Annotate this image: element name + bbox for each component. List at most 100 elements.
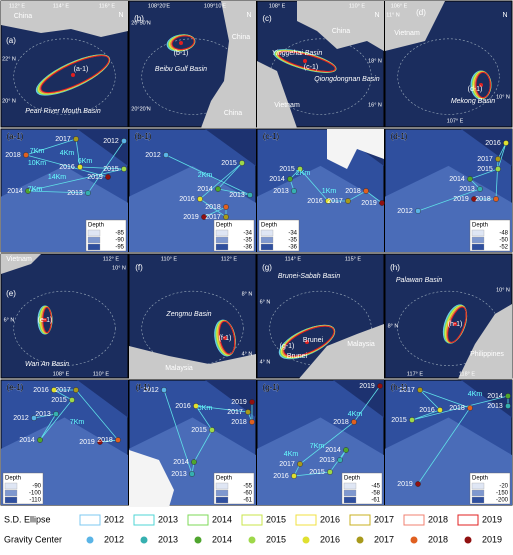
gravity-center [363,188,369,194]
center-marker [479,83,483,87]
depth-swatch [471,236,485,244]
land [1,1,128,37]
gravity-center [223,214,229,220]
depth-title: Depth [344,476,360,482]
year-label: 2016 [175,403,191,410]
ellipse-swatch [403,514,425,526]
map-label: 4° N [260,359,271,365]
panel: Brunei-Sabah Basin 114° E 115° E 6° N (g-1) B… [256,253,385,381]
map-label: Palawan Basin [396,277,442,284]
map-label: 20°50'N [131,20,150,26]
year-label: 2017 [205,214,221,221]
land [327,129,384,169]
map-label: 6° N [4,317,15,323]
map-label: China [224,110,242,117]
sd-ellipse [171,35,195,50]
depth-swatch [215,482,229,490]
depth-value: -58 [371,491,380,497]
panel-label: (g-1) [263,383,280,392]
legend-title: S.D. Ellipse [4,514,51,524]
map-label: Wan An Basin [25,361,69,368]
year-label: 2018 [345,188,361,195]
panel-label: (a-1) [7,132,24,141]
legend-year: 2013 [158,534,178,544]
year-label: 2019 [231,399,247,406]
year-label: 2019 [79,439,95,446]
center-marker [71,73,75,77]
gravity-center [351,419,357,425]
depth-title: Depth [472,223,488,229]
gravity-center [379,200,385,206]
map-label: 114° E [53,3,69,9]
map-label: Philippines [470,351,504,358]
ellipse-swatch [295,514,317,526]
depth-swatch [4,489,18,497]
depth-value: -90 [32,484,41,490]
ellipse-swatch [457,514,479,526]
depth-value: -110 [29,498,41,504]
panel-label: (f-1) [136,383,151,392]
map-label: Vietnam [6,256,32,263]
gravity-center [467,176,473,182]
gravity-center [31,415,37,421]
contour [269,38,372,115]
depth-value: -50 [499,238,508,244]
gravity-center [97,439,103,445]
year-label: 2017 [327,198,343,205]
gravity-center [337,457,343,463]
gravity-center [25,188,31,194]
panel-label: (c) [262,14,272,23]
gravity-center [495,166,501,172]
gravity-center [249,419,255,425]
gravity-center [467,405,473,411]
year-label: 2015 [279,166,295,173]
gravity-center [191,459,197,465]
distance-label: 1Km [322,188,337,195]
panel-background [0,253,129,379]
panel-label: (e) [6,289,16,298]
year-label: 2013 [229,192,245,199]
gravity-center [209,427,215,433]
gravity-center [51,387,57,393]
distance-label: 4Km [468,391,483,398]
gravity-center [37,437,43,443]
gravity-center [471,196,477,202]
depth-value: -61 [243,498,252,504]
gravity-center [503,140,509,146]
gravity-center [325,198,331,204]
gravity-center [377,383,383,389]
land [297,1,384,51]
center-swatch [194,536,202,544]
map-label: 114° E [285,256,301,262]
distance-label: 7Km [30,148,45,155]
distance-label: 2Km [198,172,213,179]
panel-label: (b) [134,14,144,23]
map-label: Brunei [303,337,324,344]
legend-title: Gravity Center [4,534,62,544]
map-label: N [374,12,379,19]
year-label: 2016 [59,164,75,171]
year-label: 2013 [319,457,335,464]
contour [13,290,116,366]
year-label: 2019 [453,196,469,203]
ellipse-swatch [241,514,263,526]
map-label: (d-1) [468,86,483,93]
map-label: Brunei-Sabah Basin [278,273,340,280]
year-label: 2017 [477,156,493,163]
year-label: 2016 [485,140,501,147]
map-label: 11° N [386,12,399,18]
map-label: Vietnam [394,30,420,37]
depth-swatch [343,482,357,490]
year-label: 2017 [279,461,295,468]
depth-swatch [260,243,274,251]
depth-title: Depth [5,476,21,482]
gravity-center [247,192,253,198]
map-label: 20°20'N [131,106,150,112]
depth-value: -35 [288,238,297,244]
map-label: 109°10'E [204,3,227,9]
depth-value: -55 [243,484,252,490]
map-label: 4° N [242,351,253,357]
map-label: Malaysia [347,341,375,348]
map-label: (c-1) [304,64,318,71]
